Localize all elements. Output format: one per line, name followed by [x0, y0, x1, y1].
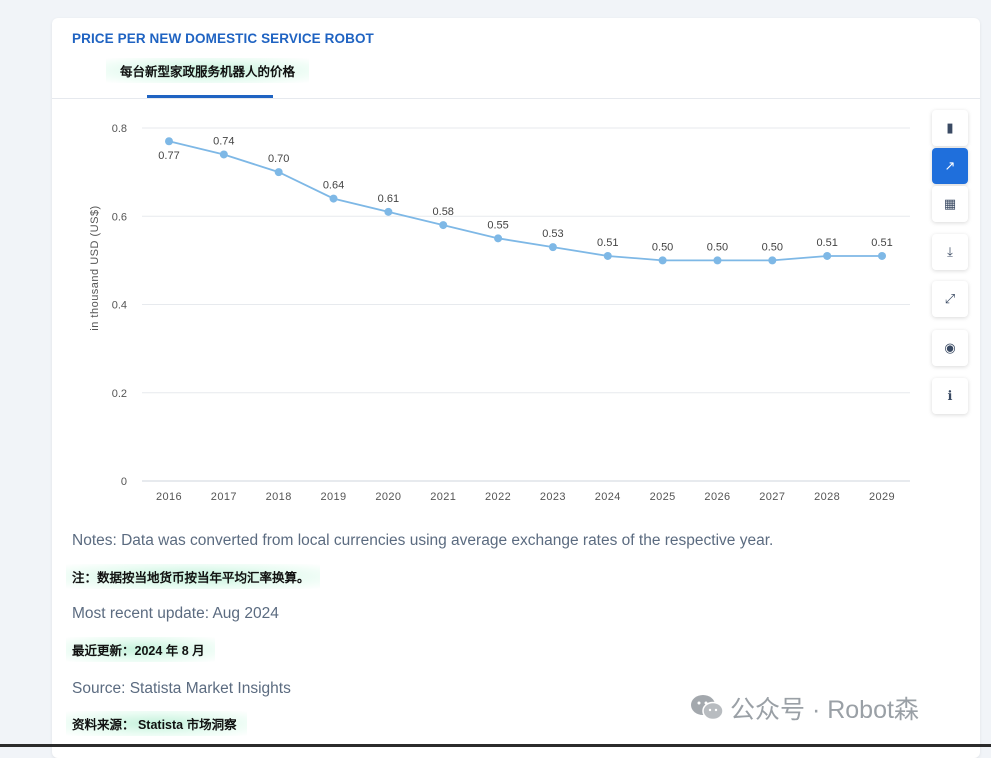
- wechat-icon: [691, 695, 724, 721]
- data-label: 0.51: [597, 237, 618, 249]
- data-label: 0.50: [762, 241, 783, 253]
- x-tick-label: 2027: [759, 491, 785, 503]
- data-point[interactable]: [768, 256, 777, 265]
- info-icon: ℹ: [947, 388, 953, 403]
- data-points: [165, 137, 886, 265]
- y-tick-label: 0.6: [112, 211, 127, 223]
- data-point[interactable]: [439, 221, 448, 230]
- y-tick-label: 0.2: [112, 388, 127, 400]
- hide-button[interactable]: ◉: [932, 330, 968, 366]
- data-point[interactable]: [274, 168, 283, 177]
- x-tick-label: 2019: [320, 491, 346, 503]
- hide-icon: ◉: [944, 340, 956, 355]
- active-tab-indicator: [147, 95, 273, 98]
- data-point[interactable]: [658, 256, 667, 265]
- bar-chart-icon: ▮: [946, 120, 954, 135]
- update-text-zh: 最近更新：2024 年 8 月: [66, 637, 215, 662]
- data-label: 0.74: [213, 135, 234, 147]
- chart-subtitle-zh: 每台新型家政服务机器人的价格: [106, 58, 310, 83]
- x-tick-label: 2018: [266, 491, 292, 503]
- x-tick-label: 2024: [595, 491, 621, 503]
- x-tick-label: 2023: [540, 491, 566, 503]
- y-axis-label: in thousand USD (US$): [89, 205, 101, 330]
- bar-chart-button[interactable]: ▮: [932, 110, 968, 146]
- fullscreen-button[interactable]: ⤢: [932, 281, 968, 317]
- data-label: 0.64: [323, 180, 344, 192]
- data-point[interactable]: [713, 256, 722, 265]
- x-tick-label: 2016: [156, 491, 182, 503]
- source-text: Source: Statista Market Insights: [72, 680, 291, 697]
- header-divider: [52, 98, 980, 99]
- data-label: 0.58: [433, 206, 454, 218]
- x-tick-label: 2021: [430, 491, 456, 503]
- y-tick-label: 0.4: [112, 300, 127, 312]
- bottom-border: [0, 744, 991, 747]
- data-point[interactable]: [548, 243, 557, 252]
- data-point[interactable]: [384, 207, 393, 216]
- data-label: 0.61: [378, 193, 399, 205]
- series-line: [168, 140, 882, 262]
- x-tick-label: 2017: [211, 491, 237, 503]
- y-axis-ticks: 0 0.2 0.4 0.6 0.8: [112, 123, 127, 488]
- watermark: 公众号 · Robot森: [690, 690, 919, 726]
- x-tick-label: 2029: [869, 491, 895, 503]
- line-chart-icon: ↗: [944, 158, 956, 173]
- data-label: 0.50: [707, 241, 728, 253]
- data-point[interactable]: [823, 251, 832, 260]
- x-tick-label: 2028: [814, 491, 840, 503]
- data-label: 0.53: [542, 228, 563, 240]
- data-point[interactable]: [494, 234, 503, 243]
- line-chart-button[interactable]: ↗: [932, 148, 968, 184]
- data-point[interactable]: [165, 137, 173, 146]
- watermark-text: 公众号 · Robot森: [730, 696, 919, 724]
- chart-title: PRICE PER NEW DOMESTIC SERVICE ROBOT: [72, 31, 374, 46]
- update-text: Most recent update: Aug 2024: [72, 605, 279, 622]
- data-label: 0.55: [487, 219, 508, 231]
- table-button[interactable]: ▦: [932, 186, 968, 222]
- fullscreen-icon: ⤢: [944, 291, 956, 306]
- y-tick-label: 0: [121, 476, 127, 488]
- data-labels: 0.77 0.74 0.70 0.64 0.61 0.58 0.55 0.53 0.51 0.50…: [158, 135, 892, 253]
- x-tick-label: 2025: [650, 491, 676, 503]
- x-tick-label: 2020: [375, 491, 401, 503]
- y-tick-label: 0.8: [112, 123, 127, 135]
- data-point[interactable]: [603, 251, 612, 260]
- notes-text: Notes: Data was converted from local cur…: [72, 532, 774, 549]
- data-label: 0.51: [871, 237, 892, 249]
- download-button[interactable]: ⤓: [932, 234, 968, 270]
- line-chart: 0 0.2 0.4 0.6 0.8 in thousand USD (US$) 2016…: [89, 123, 910, 503]
- x-axis-ticks: 2016 2017 2018 2019 2020 2021 2022 2023 2024 2025…: [156, 491, 895, 503]
- data-point[interactable]: [329, 194, 338, 203]
- download-icon: ⤓: [947, 244, 953, 259]
- data-label: 0.77: [158, 150, 179, 162]
- x-tick-label: 2022: [485, 491, 511, 503]
- data-point[interactable]: [219, 150, 228, 159]
- data-label: 0.51: [816, 237, 837, 249]
- table-icon: ▦: [943, 196, 957, 211]
- notes-text-zh: 注：数据按当地货币按当年平均汇率换算。: [66, 564, 320, 589]
- x-tick-label: 2026: [704, 491, 730, 503]
- gridlines: [142, 127, 910, 482]
- data-point[interactable]: [878, 251, 886, 260]
- chart-card: PRICE PER NEW DOMESTIC SERVICE ROBOT 每台新…: [52, 18, 980, 758]
- data-label: 0.50: [652, 241, 673, 253]
- info-button[interactable]: ℹ: [932, 378, 968, 414]
- source-text-zh: 资料来源： Statista 市场洞察: [66, 711, 247, 736]
- data-label: 0.70: [268, 153, 289, 165]
